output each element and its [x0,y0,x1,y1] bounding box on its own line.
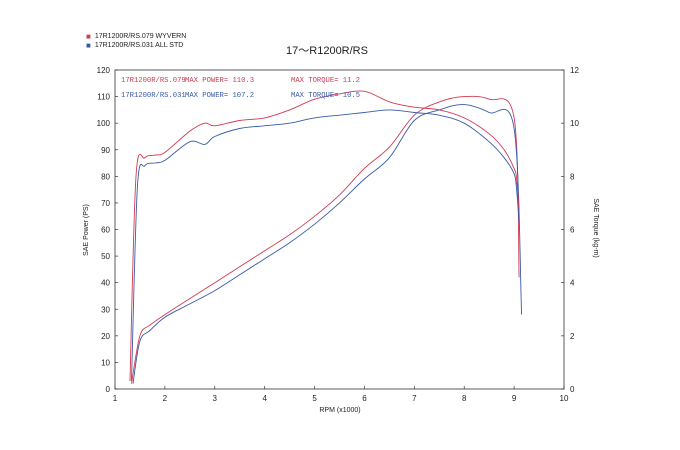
x-axis-label: RPM (x1000) [319,407,360,414]
y-right-tick-label: 10 [570,119,579,128]
y-left-tick-label: 50 [101,252,110,261]
annotation-079-max-torque: MAX TORQUE= 11.2 [291,77,360,85]
x-tick-label: 6 [362,394,367,403]
y-left-tick-label: 30 [101,305,110,314]
legend-label-std: 17R1200R/RS.031 ALL STD [94,42,184,49]
y-left-tick-label: 20 [101,332,110,341]
y-left-tick-label: 40 [101,279,110,288]
x-tick-label: 1 [113,394,118,403]
annotation-031-id: 17R1200R/RS.031 [121,92,186,100]
x-tick-label: 7 [412,394,417,403]
legend-label-wyvern: 17R1200R/RS.079 WYVERN [94,33,187,40]
y-left-tick-label: 60 [101,226,110,235]
series-line-torque-2 [129,90,520,382]
series-line-power-0 [131,95,520,384]
y-left-tick-label: 80 [101,172,110,181]
y-right-tick-label: 6 [570,226,575,235]
y-right-tick-label: 0 [570,385,575,394]
x-tick-label: 10 [560,394,569,403]
y-right-tick-label: 4 [570,279,575,288]
y-left-tick-label: 100 [97,119,111,128]
x-tick-label: 4 [262,394,267,403]
x-tick-label: 2 [163,394,168,403]
annotation-079-id: 17R1200R/RS.079 [121,77,186,85]
x-tick-label: 3 [213,394,218,403]
legend-item-wyvern: ■ 17R1200R/RS.079 WYVERN [86,32,186,41]
y-right-tick-label: 8 [570,172,575,181]
annotation-031-max-torque: MAX TORQUE= 10.5 [291,92,360,100]
series-line-torque-3 [131,109,520,382]
x-tick-label: 9 [512,394,517,403]
plot-frame [114,69,565,390]
y-right-axis-label: SAE Torque (kg-m) [592,198,599,257]
y-left-tick-label: 90 [101,146,110,155]
x-tick-label: 5 [312,394,317,403]
y-right-tick-label: 2 [570,332,575,341]
y-left-tick-label: 70 [101,199,110,208]
y-left-tick-label: 120 [97,66,111,75]
y-left-tick-label: 0 [106,385,111,394]
annotation-079-max-power: MAX POWER= 110.3 [185,77,254,85]
legend-swatch-std: ■ [86,40,91,50]
series-line-power-1 [132,104,523,384]
legend-swatch-wyvern: ■ [86,31,91,41]
legend-item-std: ■ 17R1200R/RS.031 ALL STD [86,41,186,50]
annotation-031-max-power: MAX POWER= 107.2 [185,92,254,100]
y-left-tick-label: 10 [101,358,110,367]
y-right-tick-label: 12 [570,66,579,75]
legend: ■ 17R1200R/RS.079 WYVERN ■ 17R1200R/RS.0… [86,32,186,50]
y-left-axis-label: SAE Power (PS) [83,204,90,256]
chart-title: 17～R1200R/RS [286,45,368,57]
x-tick-label: 8 [462,394,467,403]
y-left-tick-label: 110 [97,93,110,102]
